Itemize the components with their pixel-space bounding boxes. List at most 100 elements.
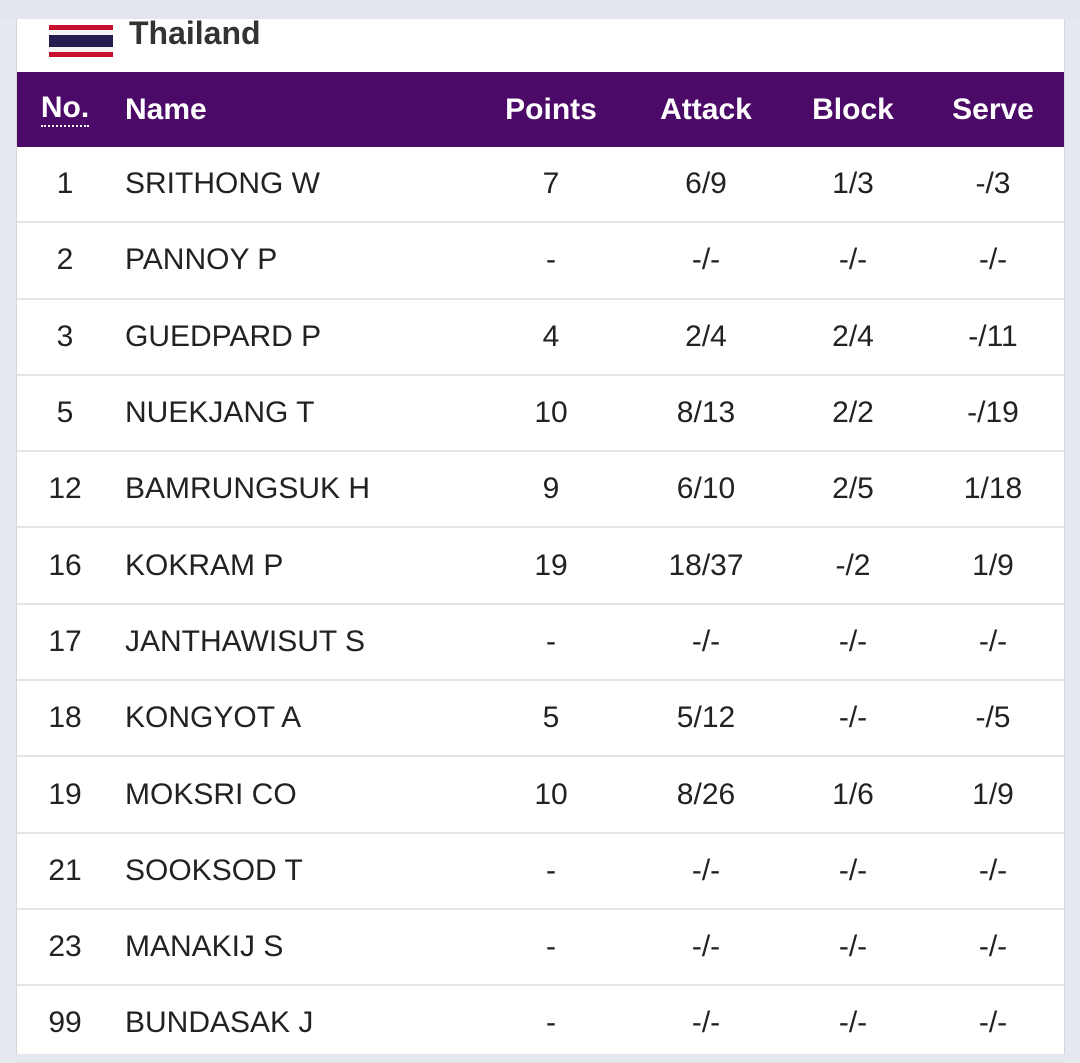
player-name[interactable]: MOKSRI CO [125,777,297,811]
table-row: 5 NUEKJANG T 10 8/13 2/2 -/19 [17,376,1064,453]
player-attack: 8/26 [676,777,736,811]
player-name[interactable]: GUEDPARD P [125,319,322,353]
player-block: 2/2 [832,396,874,430]
player-serve: -/3 [975,167,1011,201]
player-serve: 1/9 [972,777,1014,811]
team-stats-card: Thailand No. Name Points Attack Block Se… [16,15,1065,1063]
player-points: 19 [534,548,568,582]
table-header: No. Name Points Attack Block Serve [17,72,1064,147]
player-points: 4 [542,319,560,353]
player-points: 10 [534,396,568,430]
player-block: -/- [838,624,868,658]
table-row: 19 MOKSRI CO 10 8/26 1/6 1/9 [17,757,1064,834]
player-points: - [546,243,556,277]
flag-stripe-red [49,25,113,30]
player-block: -/- [838,243,868,277]
table-row: 1 SRITHONG W 7 6/9 1/3 -/3 [17,147,1064,224]
header-block[interactable]: Block [812,92,894,126]
player-number: 99 [48,1006,82,1040]
player-serve: -/- [978,1006,1008,1040]
player-name[interactable]: SOOKSOD T [125,853,303,887]
player-attack: 5/12 [676,701,736,735]
table-row: 18 KONGYOT A 5 5/12 -/- -/5 [17,681,1064,758]
header-points[interactable]: Points [505,92,597,126]
header-no-label[interactable]: No. [40,92,90,127]
player-block: -/2 [835,548,871,582]
player-serve: -/5 [975,701,1011,735]
player-name[interactable]: NUEKJANG T [125,396,315,430]
top-bar [0,0,1080,19]
player-attack: 6/9 [685,167,727,201]
table-row: 99 BUNDASAK J - -/- -/- -/- [17,986,1064,1063]
player-serve: 1/18 [963,472,1023,506]
player-attack: 6/10 [676,472,736,506]
table-row: 2 PANNOY P - -/- -/- -/- [17,223,1064,300]
player-number: 19 [48,777,82,811]
player-block: 2/5 [832,472,874,506]
player-number: 2 [56,243,74,277]
header-serve[interactable]: Serve [952,92,1034,126]
player-block: -/- [838,930,868,964]
player-number: 17 [48,624,82,658]
player-name[interactable]: KONGYOT A [125,701,302,735]
player-points: - [546,930,556,964]
player-number: 1 [56,167,74,201]
player-attack: 2/4 [685,319,727,353]
player-serve: -/- [978,853,1008,887]
table-row: 21 SOOKSOD T - -/- -/- -/- [17,834,1064,910]
player-number: 12 [48,472,82,506]
player-block: 1/6 [832,777,874,811]
player-number: 16 [48,548,82,582]
player-number: 18 [48,701,82,735]
player-number: 3 [56,319,74,353]
player-attack: -/- [691,1006,721,1040]
player-name[interactable]: BAMRUNGSUK H [125,472,371,506]
player-serve: -/11 [968,319,1018,353]
header-no[interactable]: No. [17,72,113,147]
player-serve: 1/9 [972,548,1014,582]
player-points: 10 [534,777,568,811]
player-points: 9 [542,472,560,506]
player-name[interactable]: JANTHAWISUT S [125,624,366,658]
player-points: 5 [542,701,560,735]
player-name[interactable]: KOKRAM P [125,548,284,582]
flag-stripe-blue [49,35,113,47]
flag-stripe-white [49,30,113,35]
player-serve: -/- [978,930,1008,964]
player-attack: -/- [691,624,721,658]
header-attack[interactable]: Attack [660,92,752,126]
player-block: -/- [838,1006,868,1040]
player-name[interactable]: PANNOY P [125,243,278,277]
team-name: Thailand [129,15,261,51]
table-row: 12 BAMRUNGSUK H 9 6/10 2/5 1/18 [17,452,1064,529]
table-row: 16 KOKRAM P 19 18/37 -/2 1/9 [17,528,1064,605]
player-attack: 18/37 [668,548,744,582]
player-points: - [546,624,556,658]
player-name[interactable]: MANAKIJ S [125,930,284,964]
player-number: 23 [48,930,82,964]
player-block: 1/3 [832,167,874,201]
player-name[interactable]: SRITHONG W [125,167,320,201]
player-points: - [546,853,556,887]
player-number: 21 [48,853,82,887]
player-points: 7 [542,167,560,201]
header-name[interactable]: Name [125,92,207,126]
player-name[interactable]: BUNDASAK J [125,1006,314,1040]
table-body: 1 SRITHONG W 7 6/9 1/3 -/3 2 PANNOY P - … [17,147,1064,1063]
table-row: 17 JANTHAWISUT S - -/- -/- -/- [17,605,1064,682]
player-block: -/- [838,853,868,887]
flag-stripe-red [49,52,113,57]
player-attack: 8/13 [676,396,736,430]
player-serve: -/- [978,624,1008,658]
table-row: 3 GUEDPARD P 4 2/4 2/4 -/11 [17,300,1064,376]
player-serve: -/- [978,243,1008,277]
player-attack: -/- [691,930,721,964]
player-block: 2/4 [832,319,874,353]
table-row: 23 MANAKIJ S - -/- -/- -/- [17,910,1064,987]
flag-stripe-white [49,47,113,52]
player-serve: -/19 [967,396,1019,430]
player-attack: -/- [691,243,721,277]
player-points: - [546,1006,556,1040]
player-block: -/- [838,701,868,735]
player-attack: -/- [691,853,721,887]
